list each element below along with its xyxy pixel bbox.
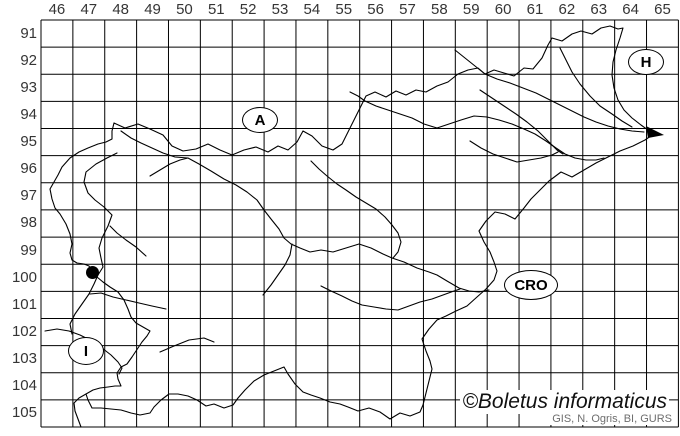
column-label-65: 65 [654,1,671,18]
row-label-92: 92 [20,51,37,69]
river-vipava [89,292,167,310]
column-label-53: 53 [271,1,289,18]
river-exit-arrow-icon [646,126,664,138]
column-label-55: 55 [335,1,353,18]
row-label-102: 102 [11,323,37,341]
row-label-105: 105 [11,404,37,422]
column-label-61: 61 [526,1,544,18]
row-label-95: 95 [20,133,37,151]
row-label-98: 98 [20,214,37,232]
row-label-103: 103 [11,350,37,368]
column-label-54: 54 [303,1,321,18]
country-label-hungary: H [628,49,664,75]
river-ljubljanica [262,243,293,296]
river-pesnica [479,89,564,155]
row-label-96: 96 [20,160,37,178]
column-label-50: 50 [176,1,193,18]
column-label-52: 52 [239,1,257,18]
row-label-93: 93 [20,78,37,96]
river-ledava [559,47,633,128]
row-label-99: 99 [20,241,37,259]
column-label-58: 58 [431,1,448,18]
coastline-istria [73,393,87,428]
river-sava [120,130,490,293]
column-label-64: 64 [622,1,639,18]
row-label-97: 97 [20,187,37,205]
column-label-46: 46 [48,1,66,18]
row-label-91: 91 [20,24,37,42]
column-label-48: 48 [112,1,130,18]
column-label-49: 49 [144,1,161,18]
column-label-56: 56 [367,1,384,18]
river-dravinja [469,140,559,163]
column-label-57: 57 [399,1,416,18]
column-label-59: 59 [462,1,480,18]
river-savinja [310,160,402,259]
column-label-60: 60 [494,1,512,18]
column-label-47: 47 [80,1,98,18]
row-label-94: 94 [20,105,37,123]
river-mura [454,49,645,133]
river-soca [69,152,118,335]
column-label-62: 62 [558,1,576,18]
country-label-italy: I [68,337,104,365]
country-label-croatia: CRO [504,270,558,300]
attribution-text: GIS, N. Ogris, BI, GURS [550,413,674,425]
row-label-101: 101 [11,295,37,313]
column-label-51: 51 [207,1,225,18]
grid-lines [40,19,679,428]
copyright-text: ©Boletus informaticus [460,390,669,414]
river-sava-bohinjka [149,157,189,177]
river-idrijca [109,225,147,257]
row-label-100: 100 [11,268,37,286]
river-drava [349,91,605,161]
slovenia-border [49,25,656,420]
country-label-austria: A [242,107,278,133]
column-label-63: 63 [590,1,608,18]
river-krka [320,285,461,311]
river-reka [159,337,215,353]
row-label-104: 104 [11,377,37,395]
occurrence-marker [85,265,99,279]
